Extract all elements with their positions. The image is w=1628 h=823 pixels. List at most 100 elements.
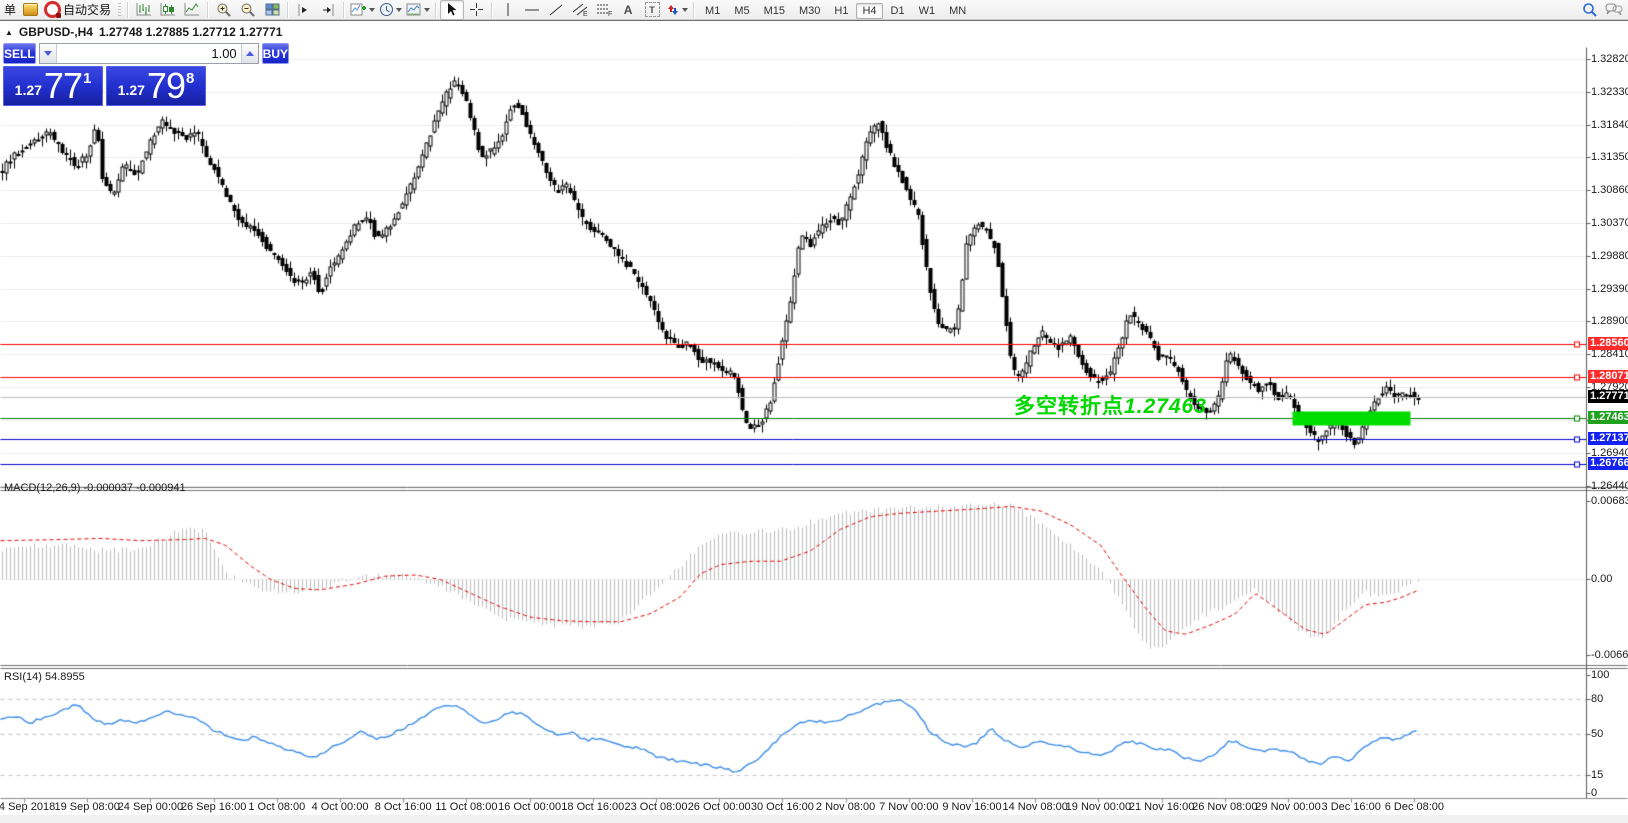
equidistant-channel-icon: E [572,3,588,17]
collapse-icon[interactable]: ▲ [5,27,13,37]
time-axis-label: 14 Nov 08:00 [1002,801,1068,813]
chat-button[interactable] [1602,0,1626,20]
buy-button[interactable]: BUY [261,43,290,64]
timeframe-m15[interactable]: M15 [763,4,785,17]
vertical-line-icon [507,3,509,16]
vertical-line-button[interactable] [496,0,520,20]
toolbar-separator [343,1,346,18]
timeframe-h4[interactable]: H4 [856,2,883,19]
time-axis-label: 4 Oct 00:00 [311,801,369,813]
timeframe-m30[interactable]: M30 [799,4,821,17]
volume-increase-button[interactable] [240,44,258,63]
price-chart-canvas[interactable] [0,21,1628,816]
support-line-label: 1.26766 [1588,457,1628,471]
chevron-down-icon [424,7,431,12]
macd-tick-label: 0.00 [1591,573,1613,585]
horizontal-line-button[interactable] [520,0,544,20]
price-tick-label: 1.30860 [1591,184,1628,197]
buy-price-prefix: 1.27 [117,82,145,98]
timeframe-m5[interactable]: M5 [734,4,750,17]
equidistant-channel-button[interactable]: E [568,0,592,20]
macd-tick-label: 0.006831 [1591,495,1628,507]
volume-input[interactable] [56,44,241,63]
price-tick-label: 1.26440 [1591,480,1628,492]
time-axis-label: 8 Oct 16:00 [374,801,432,813]
new-order-button[interactable] [18,0,42,20]
sell-price-prefix: 1.27 [14,82,42,98]
pivot-line-label: 1.27463 [1588,410,1628,424]
indicators-icon [350,3,367,16]
zoom-out-button[interactable] [236,0,260,20]
bar-chart-icon [136,3,152,16]
timeframe-mn[interactable]: MN [949,4,967,17]
timeframe-h1[interactable]: H1 [834,4,849,17]
horizontal-line-icon [525,9,540,10]
price-tick-label: 1.26940 [1591,446,1628,459]
price-tick-label: 1.28410 [1591,348,1628,361]
macd-label: MACD(12,26,9) -0.000037 -0.000941 [4,482,186,494]
search-button[interactable] [1578,0,1602,20]
time-axis-label: 19 Sep 08:00 [54,801,120,813]
rsi-tick-label: 100 [1591,669,1610,681]
time-axis-label: 30 Oct 16:00 [750,801,814,813]
toolbar-separator [127,1,130,18]
macd-tick-label: -0.006624 [1591,648,1628,661]
auto-scroll-icon [323,3,334,16]
arrows-button[interactable] [664,0,690,20]
crosshair-icon [469,3,483,16]
text-label-button[interactable] [640,0,664,20]
timeframe-m1[interactable]: M1 [705,4,721,17]
price-tick-label: 1.28900 [1591,315,1628,328]
auto-scroll-button[interactable] [316,0,340,20]
time-axis-label: 21 Nov 16:00 [1128,801,1195,813]
sell-button[interactable]: SELL [3,43,36,64]
tile-windows-icon [265,3,280,15]
ohlc-values: 1.27748 1.27885 1.27712 1.27771 [98,25,283,39]
trendline-button[interactable] [544,0,568,20]
periods-button[interactable] [377,0,404,20]
line-chart-icon [184,3,200,16]
toolbar-separator [491,1,494,18]
bid-price-line-label: 1.27771 [1588,389,1628,403]
price-tick-label: 1.31840 [1591,118,1628,131]
crosshair-button[interactable] [464,0,488,20]
cursor-button[interactable] [440,0,465,20]
rsi-label: RSI(14) 54.8955 [4,671,85,683]
time-axis-label: 7 Nov 00:00 [879,801,939,813]
text-button[interactable] [616,0,640,20]
bar-chart-button[interactable] [132,0,156,20]
svg-text:E: E [583,11,588,17]
zoom-in-button[interactable] [212,0,236,20]
chevron-down-icon [682,7,689,12]
trendline-icon [549,4,563,15]
price-tick-label: 1.32820 [1591,53,1628,65]
fibonacci-button[interactable]: F [592,0,616,20]
periods-icon [380,3,394,16]
rsi-tick-label: 50 [1591,728,1604,740]
line-chart-button[interactable] [180,0,204,20]
symbol-header: ▲ GBPUSD-,H4 1.27748 1.27885 1.27712 1.2… [5,25,282,39]
timeframe-d1[interactable]: D1 [890,4,905,17]
order-menu-label[interactable]: 单 [4,3,17,17]
time-axis-label: 14 Sep 2018 [0,801,56,813]
time-axis-label: 29 Nov 00:00 [1255,801,1321,813]
templates-button[interactable] [404,0,432,20]
auto-trading-button[interactable]: 自动交易 [42,0,115,20]
candlestick-chart-button[interactable] [156,0,180,20]
main-toolbar: 单 自动交易 [0,0,1628,20]
sell-price-display[interactable]: 1.27 77 1 [3,66,103,106]
pivot-annotation[interactable]: 多空转折点1.27463 [1014,390,1207,420]
cursor-icon [448,3,457,16]
timeframe-w1[interactable]: W1 [918,4,936,17]
toolbar-separator [435,1,438,18]
svg-text:F: F [608,11,612,17]
buy-price-display[interactable]: 1.27 79 8 [106,66,206,106]
indicators-button[interactable] [348,0,377,20]
arrows-icon [668,4,679,15]
volume-decrease-button[interactable] [39,44,57,63]
time-axis-label: 26 Oct 00:00 [687,801,751,813]
shift-chart-button[interactable] [292,0,316,20]
price-tick-label: 1.32330 [1591,85,1628,98]
resistance-line-label: 1.28560 [1588,337,1628,351]
tile-windows-button[interactable] [260,0,284,20]
